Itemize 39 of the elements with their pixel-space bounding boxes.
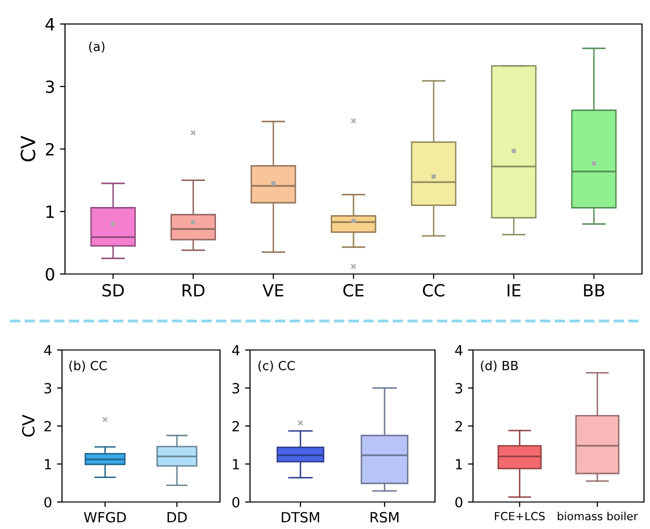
y-tick-label: 2: [455, 420, 462, 432]
y-axis-title: CV: [20, 136, 36, 162]
x-tick-label: CE: [343, 284, 364, 297]
x-tick-label: biomass boiler: [558, 512, 638, 520]
y-tick-label: 3: [46, 80, 54, 94]
y-tick-label: 1: [44, 459, 51, 470]
annotation: (b) CC: [69, 360, 107, 372]
x-tick-label: BB: [584, 284, 604, 296]
y-tick-label: 1: [46, 206, 54, 218]
annotation: (d) BB: [480, 360, 518, 372]
x-tick-label: VE: [262, 284, 284, 296]
y-tick-label: 0: [46, 268, 54, 281]
x-tick-label: WFGD: [84, 512, 126, 522]
y-tick-label: 1: [232, 459, 239, 470]
y-tick-label: 3: [456, 382, 462, 394]
y-tick-label: 2: [44, 420, 51, 432]
y-tick-label: 0: [232, 496, 240, 508]
annotation: (a): [89, 42, 104, 53]
y-tick-label: 2: [232, 420, 239, 432]
y-tick-label: 0: [44, 496, 52, 508]
y-tick-label: 1: [456, 459, 462, 470]
x-tick-label: SD: [102, 284, 124, 297]
x-tick-label: IE: [508, 284, 520, 296]
x-tick-label: RD: [182, 284, 204, 296]
y-tick-label: 4: [45, 18, 54, 30]
x-tick-label: CC: [422, 284, 444, 297]
y-tick-label: 3: [232, 382, 240, 394]
y-tick-label: 3: [44, 382, 52, 394]
x-tick-label: DD: [168, 512, 187, 522]
y-tick-label: 4: [44, 345, 52, 356]
x-tick-label: DTSM: [282, 512, 320, 522]
x-tick-label: RSM: [370, 512, 398, 522]
x-tick-label: FCE+LCS: [494, 512, 545, 520]
y-tick-label: 0: [455, 496, 462, 508]
y-axis-title: CV: [22, 414, 35, 437]
y-tick-label: 2: [46, 142, 54, 156]
y-tick-label: 4: [232, 345, 240, 356]
annotation: (c) CC: [258, 360, 295, 372]
y-tick-label: 4: [455, 345, 462, 356]
